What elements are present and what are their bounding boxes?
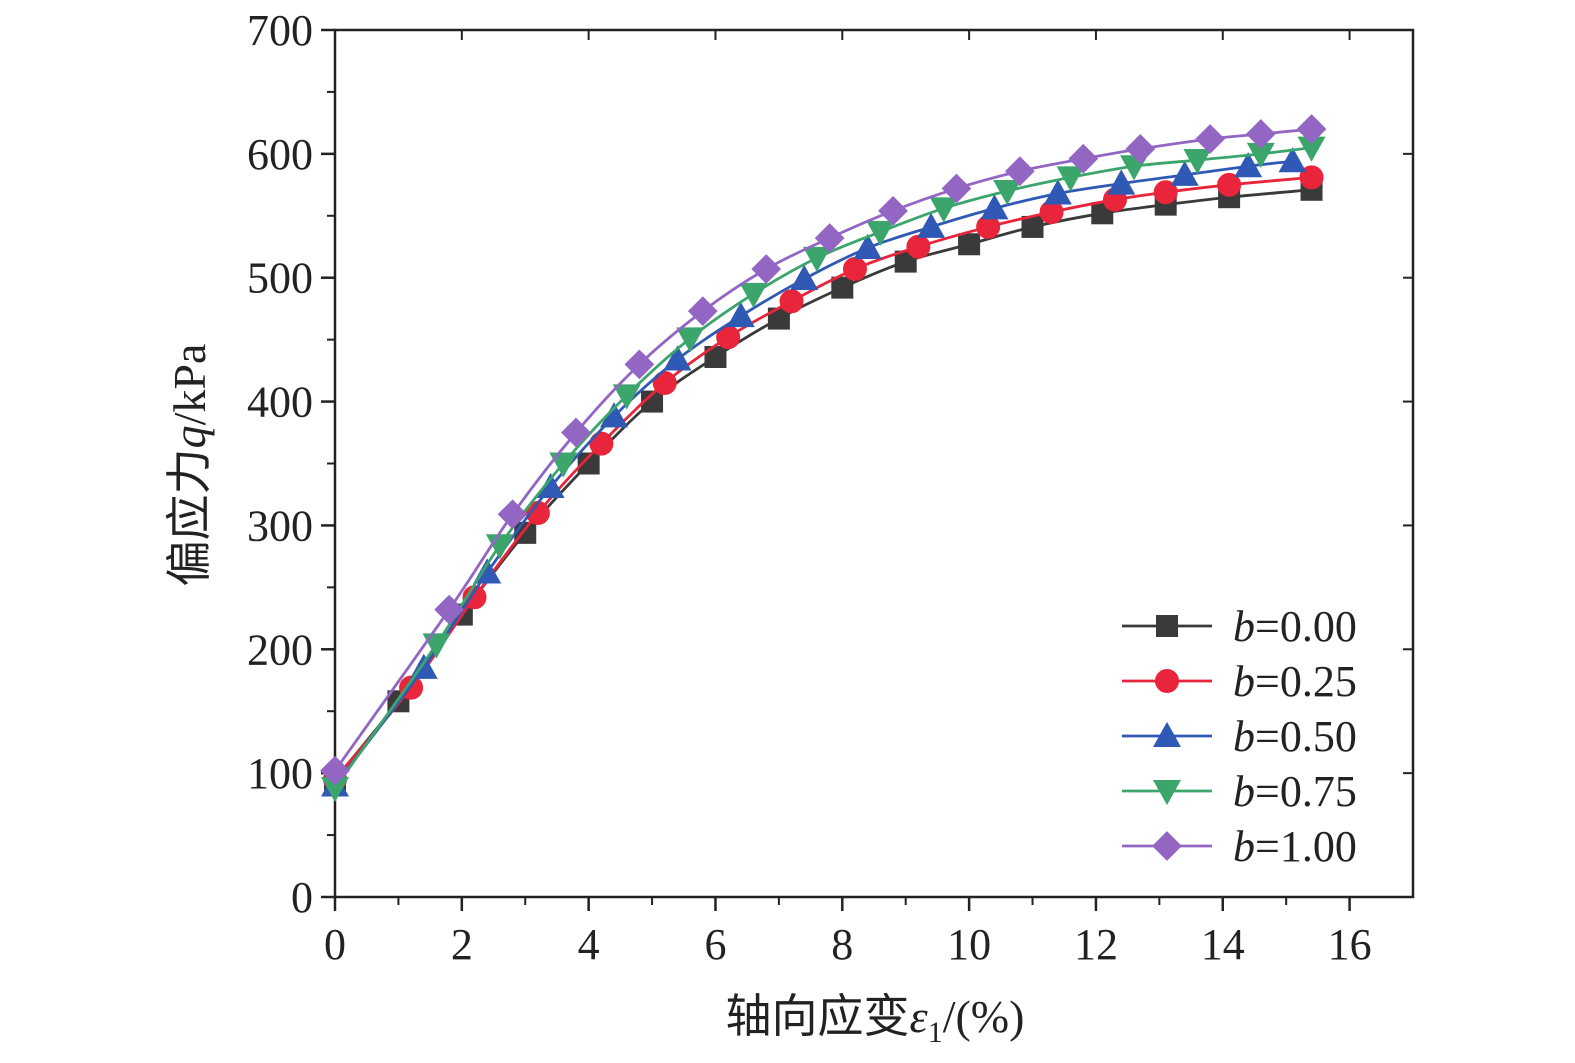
data-point [802,246,831,273]
data-point [1021,215,1044,238]
legend-marker [1153,721,1181,747]
x-tick-label: 10 [947,920,991,969]
data-point [1195,124,1225,154]
data-point [612,384,641,410]
legend-marker [1155,669,1179,693]
legend-label: b=0.75 [1233,767,1357,816]
data-point [422,633,451,659]
x-tick-label: 4 [578,920,600,969]
data-point [980,194,1009,220]
data-point [1217,172,1242,197]
data-point [687,296,718,327]
data-point [497,499,528,530]
data-point [853,233,882,259]
data-point [958,233,981,256]
data-point [1068,143,1099,174]
data-point [1296,114,1327,144]
data-point [1170,160,1199,186]
data-point [779,289,804,314]
data-point [320,755,350,786]
data-point [1125,134,1156,164]
y-axis: 0 100 200 300 400 500 600 700 [247,6,1413,922]
y-tick-label: 700 [247,6,313,55]
x-tick-label: 16 [1328,920,1372,969]
series-4 [320,114,1327,786]
y-tick-label: 300 [247,501,313,550]
legend-label: b=0.25 [1233,657,1357,706]
legend-label: b=1.00 [1233,822,1357,871]
data-point [941,173,972,204]
x-tick-label: 6 [704,920,726,969]
data-point [1245,119,1276,149]
data-point [641,390,664,413]
data-point [561,417,591,448]
x-tick-label: 2 [451,920,473,969]
data-point [549,452,578,478]
x-tick-label: 8 [831,920,853,969]
series-0 [324,178,1323,791]
data-point [878,195,908,226]
legend-marker [1156,615,1178,637]
legend-item: b=1.00 [1122,822,1357,871]
legend-item: b=0.50 [1122,712,1357,761]
data-point [676,327,705,353]
legend-marker [1153,780,1181,806]
data-point [434,594,465,625]
data-point [842,257,867,282]
data-point [1107,169,1136,195]
series-layer [320,114,1327,803]
data-point [589,431,614,456]
data-point [906,234,931,259]
data-point [1043,179,1072,205]
data-point [1234,152,1263,178]
data-point [831,276,854,299]
legend: b=0.00 b=0.25 b=0.50 b=0.75 b=1.00 [1122,602,1357,871]
x-tick-label: 12 [1074,920,1118,969]
legend-label: b=0.00 [1233,602,1357,651]
data-point [663,345,692,371]
data-point [577,452,600,475]
legend-label: b=0.50 [1233,712,1357,761]
data-point [1056,166,1085,192]
y-axis-title: 偏应力q/kPa [164,344,215,587]
y-tick-label: 400 [247,378,313,427]
data-point [1004,156,1035,187]
data-point [790,264,819,290]
data-point [739,282,768,308]
y-tick-label: 500 [247,254,313,303]
data-point [624,349,655,380]
x-axis-title: 轴向应变ε1/(%) [726,991,1025,1049]
data-point [929,197,958,223]
y-tick-label: 600 [247,130,313,179]
data-point [751,254,782,284]
legend-item: b=0.00 [1122,602,1357,651]
data-point [726,301,755,328]
legend-marker [1152,831,1182,861]
y-tick-label: 0 [291,873,313,922]
data-point [814,223,845,253]
x-tick-label: 14 [1201,920,1245,969]
x-axis: 0 2 4 6 8 10 12 14 16 [324,30,1372,969]
y-tick-label: 200 [247,625,313,674]
data-point [866,220,895,247]
y-tick-label: 100 [247,749,313,798]
data-point [993,180,1022,206]
data-point [917,212,946,238]
data-point [1183,149,1212,175]
data-point [1153,180,1178,205]
legend-item: b=0.75 [1122,767,1357,816]
data-point [1278,147,1307,173]
legend-item: b=0.25 [1122,657,1357,706]
x-tick-label: 0 [324,920,346,969]
